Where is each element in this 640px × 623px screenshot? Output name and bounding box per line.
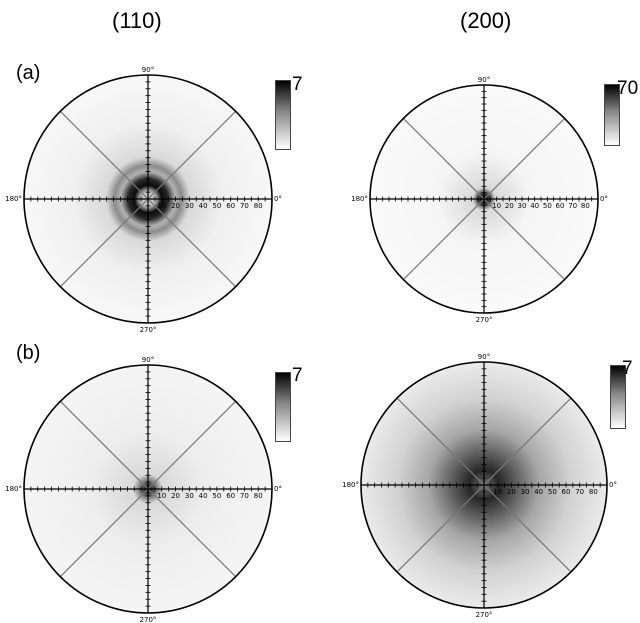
angle-label: 90° <box>142 356 154 364</box>
angle-label: 270° <box>476 316 493 324</box>
angle-label: 0° <box>274 485 282 493</box>
angle-label: 90° <box>478 76 490 84</box>
radial-tick-label: 30 <box>185 202 194 210</box>
colorbar-b200 <box>610 365 626 429</box>
radial-tick-label: 70 <box>240 492 249 500</box>
angle-label: 90° <box>478 353 490 361</box>
column-title-110: (110) <box>112 8 162 33</box>
radial-tick-label: 30 <box>185 492 194 500</box>
radial-tick-label: 70 <box>568 202 577 210</box>
angle-label: 0° <box>600 195 608 203</box>
radial-tick-label: 60 <box>226 202 235 210</box>
row-label-b: (b) <box>16 342 41 364</box>
radial-tick-label: 30 <box>518 202 527 210</box>
outer-circle <box>23 364 273 614</box>
pole-figure-b110: 10 20 30 40 50 60 70 80 90° 180° 0° 270° <box>5 356 282 623</box>
pole-figure-a110: 10 20 30 40 50 60 70 80 90° 180° 0° 270° <box>5 66 282 334</box>
radial-tick-label: 20 <box>505 202 514 210</box>
radial-tick-label: 10 <box>157 492 166 500</box>
angle-label: 180° <box>5 195 22 203</box>
colorbar-max-b200: 7 <box>622 358 633 379</box>
angle-label: 0° <box>274 195 282 203</box>
radial-tick-label: 10 <box>492 202 501 210</box>
angle-label: 90° <box>142 66 154 74</box>
outer-circle <box>23 74 273 324</box>
radial-tick-label: 70 <box>240 202 249 210</box>
radial-tick-label: 50 <box>212 202 221 210</box>
radial-tick-label: 20 <box>171 202 180 210</box>
radial-tick-label: 50 <box>548 488 557 496</box>
colorbar-max-a110: 7 <box>292 74 303 95</box>
outer-circle <box>360 361 608 609</box>
radial-tick-label: 60 <box>556 202 565 210</box>
radial-tick-label: 40 <box>199 492 208 500</box>
angle-label: 270° <box>476 611 493 619</box>
radial-tick-label: 10 <box>493 488 502 496</box>
angle-label: 270° <box>140 616 157 623</box>
radial-tick-label: 40 <box>534 488 543 496</box>
colorbar-a110 <box>275 80 291 150</box>
radial-tick-label: 70 <box>575 488 584 496</box>
radial-tick-label: 20 <box>171 492 180 500</box>
radial-tick-label: 80 <box>589 488 598 496</box>
pole-figure-a200: 10 20 30 40 50 60 70 80 90° 180° 0° 270° <box>351 76 608 324</box>
angle-label: 180° <box>351 195 368 203</box>
radial-tick-label: 80 <box>254 492 263 500</box>
radial-tick-label: 40 <box>199 202 208 210</box>
radial-tick-label: 50 <box>543 202 552 210</box>
angle-label: 270° <box>140 326 157 334</box>
colorbar-max-a200: 70 <box>617 78 639 99</box>
radial-tick-label: 30 <box>521 488 530 496</box>
angle-label: 180° <box>342 481 359 489</box>
angle-label: 180° <box>5 485 22 493</box>
radial-tick-label: 60 <box>562 488 571 496</box>
outer-circle <box>369 84 599 314</box>
radial-tick-label: 20 <box>507 488 516 496</box>
colorbar-b110 <box>275 372 291 442</box>
radial-tick-label: 80 <box>581 202 590 210</box>
radial-tick-label: 80 <box>254 202 263 210</box>
angle-label: 0° <box>609 481 617 489</box>
colorbar-a200 <box>604 84 620 146</box>
row-label-a: (a) <box>16 62 41 84</box>
radial-tick-label: 40 <box>530 202 539 210</box>
pole-figure-b200: 10 20 30 40 50 60 70 80 90° 180° 0° 270° <box>342 353 617 619</box>
radial-tick-label: 50 <box>212 492 221 500</box>
column-title-200: (200) <box>460 8 512 33</box>
radial-tick-label: 10 <box>157 202 166 210</box>
radial-tick-label: 60 <box>226 492 235 500</box>
colorbar-max-b110: 7 <box>292 365 303 386</box>
